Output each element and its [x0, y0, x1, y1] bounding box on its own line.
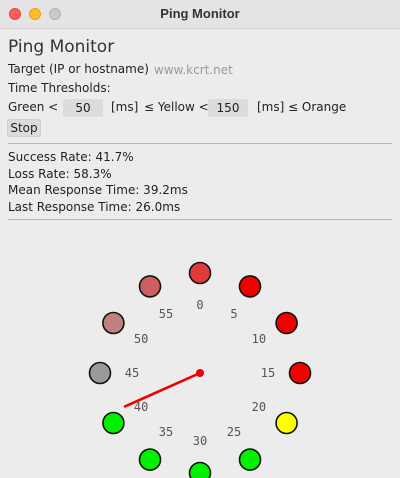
green-threshold-input[interactable]	[63, 99, 103, 117]
status-dot-55	[138, 275, 162, 298]
dial-label-5: 5	[230, 307, 237, 321]
status-dot-40	[102, 411, 125, 435]
separator	[8, 143, 392, 144]
thresholds-label: Time Thresholds:	[8, 81, 111, 95]
zoom-window-button[interactable]	[49, 8, 61, 20]
dial-label-55: 55	[159, 307, 173, 321]
dial-hand	[123, 371, 202, 408]
minimize-window-button[interactable]	[29, 8, 41, 20]
last-response-time: Last Response Time: 26.0ms	[8, 199, 181, 214]
dial-label-15: 15	[261, 366, 275, 380]
status-dot-25	[238, 448, 262, 471]
dial-label-0: 0	[196, 298, 203, 312]
dial-label-10: 10	[252, 332, 266, 346]
dial-label-35: 35	[159, 425, 173, 439]
status-dot-10	[275, 311, 298, 335]
target-label: Target (IP or hostname):	[8, 62, 153, 76]
dial-label-40: 40	[134, 400, 148, 414]
stop-button[interactable]: Stop	[7, 119, 41, 137]
ping-dial: 0 5 10 15 20 25 30 35 40 45 50 55	[88, 261, 312, 478]
status-dot-0	[188, 261, 212, 285]
status-dot-45	[88, 361, 112, 385]
mean-response-time: Mean Response Time: 39.2ms	[8, 183, 188, 197]
target-input[interactable]	[150, 61, 390, 78]
yellow-unit-label: [ms]	[257, 100, 285, 114]
page-title: Ping Monitor	[8, 37, 115, 57]
stats-panel: Success Rate: 41.7% Loss Rate: 58.3% Mea…	[8, 149, 188, 215]
green-label: Green <	[8, 100, 59, 114]
yellow-threshold-input[interactable]	[208, 99, 248, 117]
success-rate: Success Rate: 41.7%	[8, 150, 134, 164]
dial-label-20: 20	[252, 400, 266, 414]
status-dot-15	[288, 361, 312, 385]
dial-label-30: 30	[193, 434, 207, 448]
status-dot-5	[238, 275, 262, 298]
orange-label: ≤ Orange	[288, 100, 347, 114]
status-dot-30	[188, 461, 212, 478]
dial-hub	[196, 369, 204, 377]
thresholds-row: Green < [ms] ≤ Yellow < [ms] ≤ Orange	[8, 99, 398, 117]
status-dot-35	[138, 448, 162, 471]
dial-label-50: 50	[134, 332, 148, 346]
title-bar: Ping Monitor	[0, 0, 400, 29]
separator	[8, 219, 392, 220]
loss-rate: Loss Rate: 58.3%	[8, 166, 112, 181]
dial-label-45: 45	[125, 366, 139, 380]
green-unit-label: [ms]	[111, 100, 139, 114]
window-title: Ping Monitor	[160, 6, 240, 21]
dial-label-25: 25	[227, 425, 241, 439]
main-content: Ping Monitor Target (IP or hostname): Ti…	[0, 28, 400, 478]
yellow-label: ≤ Yellow <	[144, 100, 209, 114]
status-dot-20	[275, 411, 298, 435]
close-window-button[interactable]	[9, 8, 21, 20]
status-dot-50	[102, 311, 125, 335]
